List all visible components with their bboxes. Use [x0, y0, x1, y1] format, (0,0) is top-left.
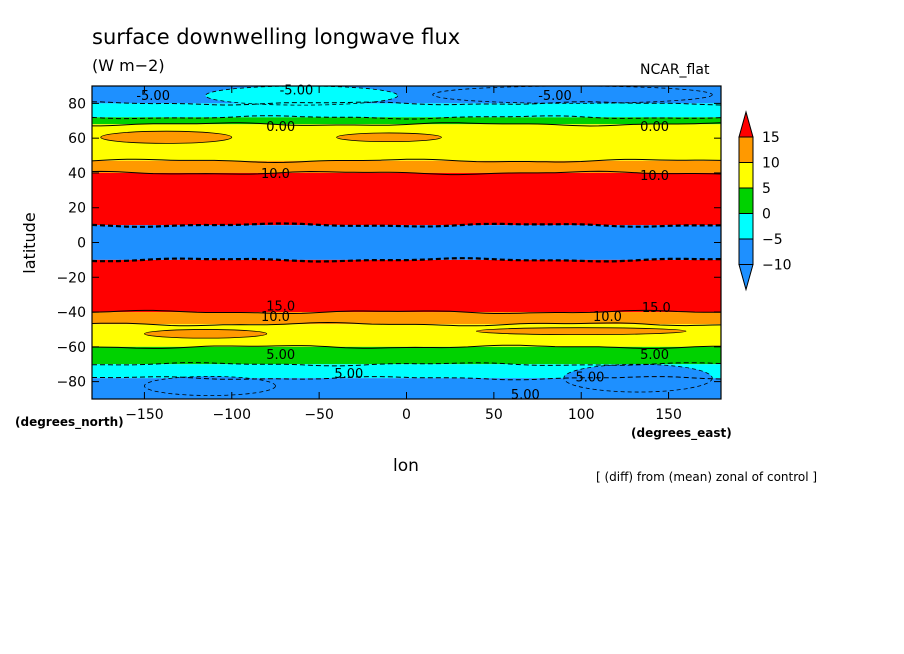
colorbar-segment — [738, 136, 754, 163]
contour-label: 5.00 — [640, 348, 669, 363]
contour-label: 5.00 — [575, 371, 604, 386]
contour-label: -5.00 — [136, 89, 170, 104]
colorbar-label: 5 — [762, 181, 771, 197]
field-band — [92, 259, 721, 313]
y-axis-units: (degrees_north) — [15, 415, 124, 429]
x-tick-label: −150 — [125, 407, 163, 423]
x-tick-label: −100 — [213, 407, 251, 423]
field-band — [92, 346, 721, 365]
field-patch — [100, 130, 233, 144]
y-tick-label: 80 — [68, 96, 86, 112]
field-band — [92, 172, 721, 226]
field-band — [92, 364, 721, 379]
y-tick-label: 20 — [68, 201, 86, 217]
diff-note: [ (diff) from (mean) zonal of control ] — [596, 470, 818, 484]
contour-line — [91, 257, 722, 263]
model-name: NCAR_flat — [640, 62, 710, 78]
field-band — [92, 103, 721, 118]
contour-line — [91, 170, 722, 176]
contour-line — [92, 376, 722, 381]
contour-label: 10.0 — [261, 310, 290, 325]
chart-units: (W m−2) — [92, 56, 165, 75]
contour-label: 15.0 — [642, 301, 671, 316]
x-tick-label: 0 — [402, 407, 411, 423]
y-tick-label: −80 — [56, 375, 86, 391]
contour-label: 10.0 — [261, 167, 290, 182]
contour-label: 10.0 — [640, 169, 669, 184]
y-tick-label: −40 — [56, 305, 86, 321]
y-axis-label: latitude — [20, 212, 39, 274]
contour-label: -5.00 — [280, 84, 314, 99]
contour-label: 0.00 — [640, 120, 669, 135]
contour-label: 15.0 — [266, 299, 295, 314]
contour-lines — [91, 101, 722, 381]
colorbar-label: 15 — [762, 130, 780, 146]
field-patch — [475, 327, 687, 336]
y-tick-label: 60 — [68, 131, 86, 147]
y-axis: −80 −60 −40 −20 0 20 40 60 80 — [56, 96, 721, 391]
colorbar-label: 10 — [762, 156, 780, 172]
contour-label: 10.0 — [593, 310, 622, 325]
contour-label: 0.00 — [266, 120, 295, 135]
contour-line — [92, 344, 721, 350]
contour-line — [92, 122, 722, 127]
field-band — [92, 117, 721, 125]
x-tick-label: 150 — [655, 407, 682, 423]
contour-label: 5.00 — [334, 367, 363, 382]
field-band — [92, 312, 721, 325]
y-tick-label: −20 — [56, 270, 86, 286]
field-band — [92, 225, 721, 260]
x-axis: −150 −100 −50 0 50 100 150 — [125, 86, 682, 423]
plot-area — [92, 85, 721, 399]
colorbar-bottom-arrow — [738, 264, 754, 292]
contour-line — [91, 309, 721, 314]
field-patch — [432, 85, 713, 104]
colorbar-segment — [738, 238, 754, 265]
field-patch — [144, 329, 268, 339]
contour-line — [91, 158, 722, 164]
field-patch — [336, 132, 442, 143]
y-tick-label: 0 — [77, 236, 86, 252]
contour-label: 5.00 — [511, 388, 540, 403]
contour-line — [91, 321, 722, 327]
field-patch — [563, 363, 713, 393]
colorbar-label: 0 — [762, 207, 771, 223]
x-axis-label: lon — [393, 456, 419, 476]
x-tick-label: −50 — [304, 407, 334, 423]
colorbar-label: −5 — [762, 232, 783, 248]
contour-line — [91, 101, 722, 106]
field-band — [92, 160, 721, 173]
colorbar-top-arrow — [738, 110, 754, 138]
contour-label: 5.00 — [266, 348, 295, 363]
contour-line — [91, 115, 722, 120]
colorbar-label: −10 — [762, 258, 792, 274]
colorbar-segment — [738, 187, 754, 214]
x-tick-label: 100 — [568, 407, 595, 423]
contour-line — [91, 222, 722, 228]
field-patch — [205, 85, 399, 106]
contour-label: -5.00 — [538, 89, 572, 104]
chart-title: surface downwelling longwave flux — [92, 25, 461, 49]
x-tick-label: 50 — [485, 407, 503, 423]
field-patch — [144, 375, 276, 396]
colorbar-segment — [738, 213, 754, 240]
colorbar: 15 10 5 0 −5 −10 — [738, 110, 792, 292]
y-tick-label: 40 — [68, 166, 86, 182]
colorbar-segment — [738, 162, 754, 189]
y-tick-label: −60 — [56, 340, 86, 356]
contour-line — [92, 362, 722, 367]
x-axis-units: (degrees_east) — [631, 426, 732, 440]
